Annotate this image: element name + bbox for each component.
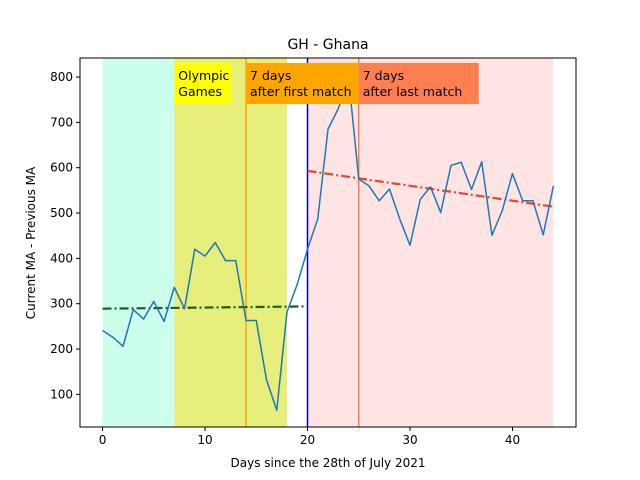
annotation-text: after first match [250, 84, 351, 99]
annotation-text: after last match [363, 84, 463, 99]
x-tick-label: 10 [197, 433, 212, 447]
shaded-region [174, 58, 288, 427]
chart-title: GH - Ghana [287, 37, 368, 53]
x-tick-label: 40 [505, 433, 520, 447]
x-tick-label: 20 [300, 433, 315, 447]
annotation-box [174, 63, 232, 104]
annotation-box [358, 63, 479, 104]
y-tick-label: 500 [50, 206, 73, 220]
y-tick-label: 100 [50, 387, 73, 401]
trend-line [307, 169, 554, 208]
y-tick-label: 400 [50, 251, 73, 265]
y-tick-label: 800 [50, 70, 73, 84]
x-axis-label: Days since the 28th of July 2021 [231, 456, 426, 470]
y-axis-label: Current MA - Previous MA [24, 166, 38, 319]
x-tick-label: 0 [99, 433, 107, 447]
annotation-text: Games [178, 84, 222, 99]
axes-frame [79, 57, 577, 428]
shaded-region [102, 58, 175, 427]
y-tick-label: 300 [50, 297, 73, 311]
shaded-region [307, 58, 554, 427]
annotation-text: 7 days [363, 68, 404, 83]
y-tick-label: 700 [50, 115, 73, 129]
y-tick-label: 200 [50, 342, 73, 356]
trend-line [102, 305, 308, 310]
y-tick-label: 600 [50, 161, 73, 175]
x-tick-label: 30 [402, 433, 417, 447]
series-line [102, 76, 555, 411]
annotation-text: Olympic [178, 68, 229, 83]
annotation-box [246, 63, 374, 104]
annotation-text: 7 days [250, 68, 291, 83]
